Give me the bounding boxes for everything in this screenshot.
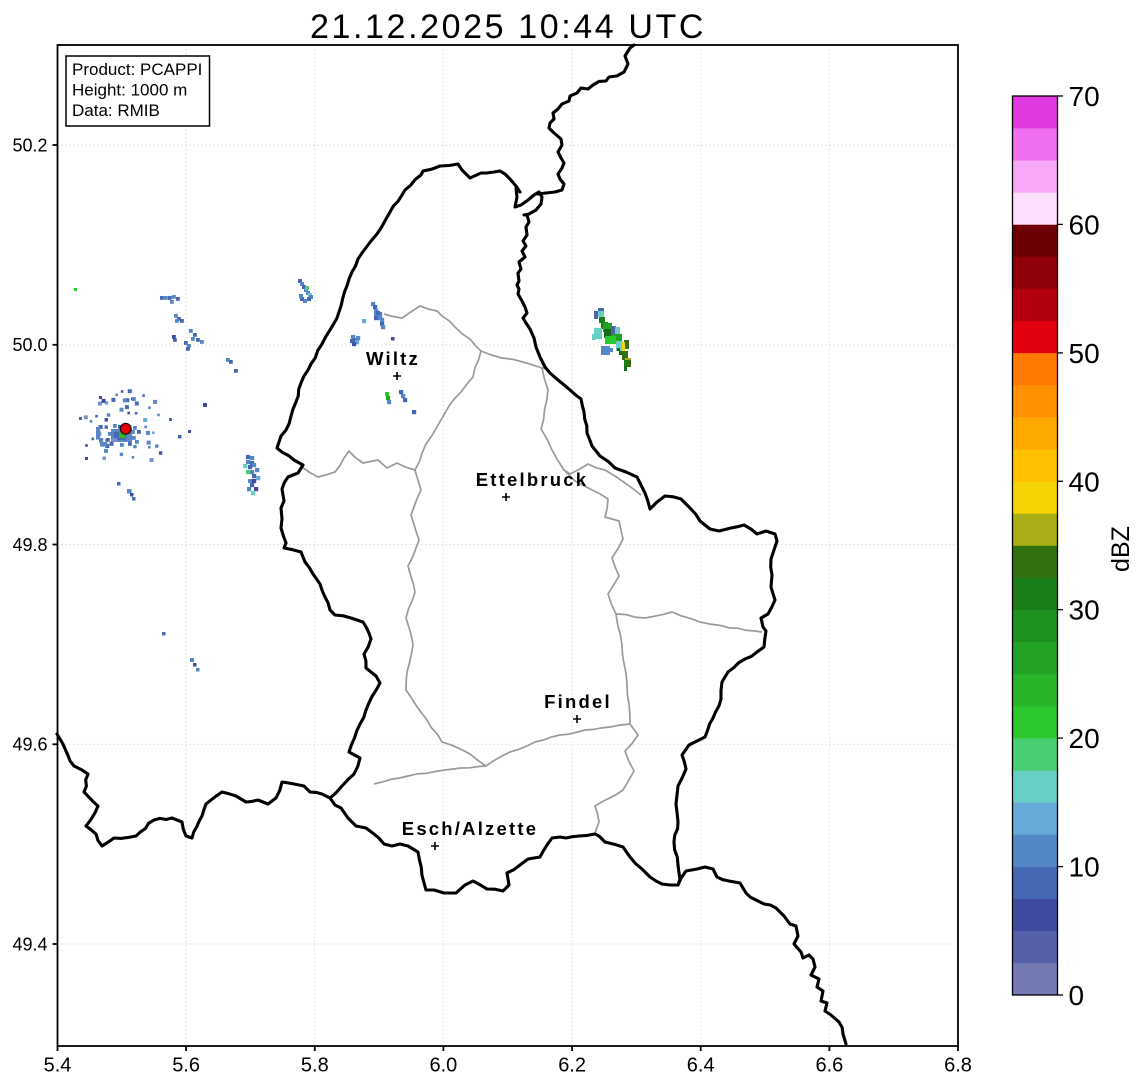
svg-text:40: 40 [1069,466,1100,497]
svg-text:Findel: Findel [544,691,612,712]
svg-text:70: 70 [1069,81,1100,112]
svg-text:dBZ: dBZ [1107,526,1135,572]
svg-text:0: 0 [1069,980,1085,1011]
svg-text:49.4: 49.4 [12,934,47,954]
svg-text:Data: RMIB: Data: RMIB [72,101,160,120]
svg-text:10: 10 [1069,852,1100,883]
svg-text:5.6: 5.6 [172,1055,200,1077]
svg-text:50.2: 50.2 [12,135,47,155]
svg-text:50: 50 [1069,338,1100,369]
svg-text:Wiltz: Wiltz [366,348,420,369]
svg-text:5.4: 5.4 [44,1055,72,1077]
svg-text:60: 60 [1069,209,1100,240]
svg-text:Ettelbruck: Ettelbruck [476,469,588,490]
svg-text:Product: PCAPPI: Product: PCAPPI [72,60,202,79]
svg-text:6.6: 6.6 [815,1055,843,1077]
svg-text:49.8: 49.8 [12,535,47,555]
svg-text:20: 20 [1069,723,1100,754]
svg-text:6.4: 6.4 [687,1055,715,1077]
svg-text:6.2: 6.2 [558,1055,586,1077]
svg-text:6.0: 6.0 [429,1055,457,1077]
svg-text:50.0: 50.0 [12,335,47,355]
svg-text:49.6: 49.6 [12,735,47,755]
svg-text:Esch/Alzette: Esch/Alzette [402,818,538,839]
svg-text:6.8: 6.8 [944,1055,972,1077]
svg-text:30: 30 [1069,595,1100,626]
svg-text:5.8: 5.8 [301,1055,329,1077]
svg-text:21.12.2025 10:44 UTC: 21.12.2025 10:44 UTC [310,8,706,46]
svg-text:Height: 1000 m: Height: 1000 m [72,81,187,100]
